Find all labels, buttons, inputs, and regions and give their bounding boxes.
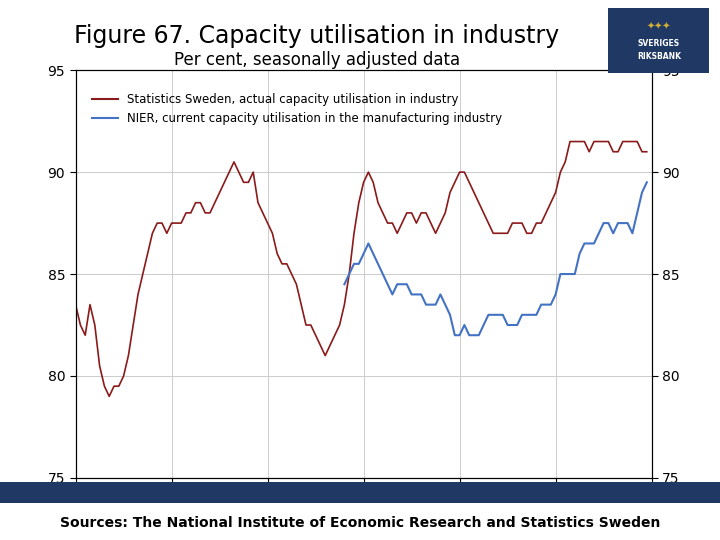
Legend: Statistics Sweden, actual capacity utilisation in industry, NIER, current capaci: Statistics Sweden, actual capacity utili…: [87, 89, 508, 130]
Text: Figure 67. Capacity utilisation in industry: Figure 67. Capacity utilisation in indus…: [74, 24, 559, 48]
Text: ✦✦✦: ✦✦✦: [647, 21, 671, 31]
Text: Sources: The National Institute of Economic Research and Statistics Sweden: Sources: The National Institute of Econo…: [60, 516, 660, 530]
Text: Per cent, seasonally adjusted data: Per cent, seasonally adjusted data: [174, 51, 460, 69]
Text: SVERIGES: SVERIGES: [638, 39, 680, 48]
Text: RIKSBANK: RIKSBANK: [636, 52, 681, 61]
